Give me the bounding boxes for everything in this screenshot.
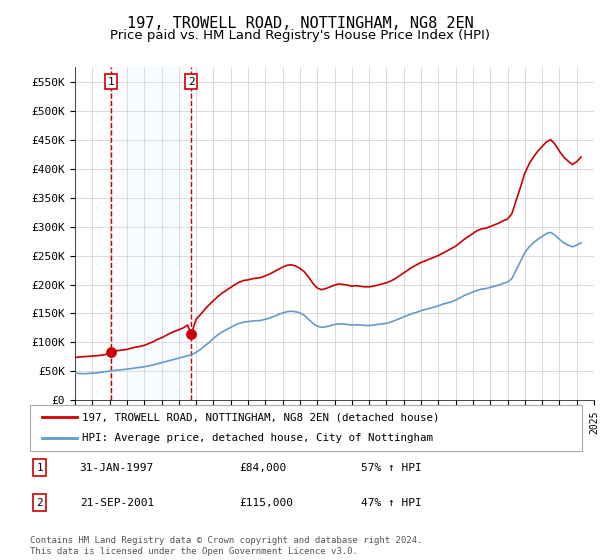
Text: 21-SEP-2001: 21-SEP-2001 (80, 498, 154, 507)
Text: 1: 1 (107, 77, 115, 87)
Point (187, 329, 196, 338)
Bar (111, 67, 191, 400)
Text: 2: 2 (188, 77, 195, 87)
Text: 1: 1 (37, 463, 43, 473)
Text: £115,000: £115,000 (240, 498, 294, 507)
Point (106, 347, 116, 356)
Text: 47% ↑ HPI: 47% ↑ HPI (361, 498, 422, 507)
Text: 57% ↑ HPI: 57% ↑ HPI (361, 463, 422, 473)
Text: 197, TROWELL ROAD, NOTTINGHAM, NG8 2EN: 197, TROWELL ROAD, NOTTINGHAM, NG8 2EN (127, 16, 473, 31)
Text: 31-JAN-1997: 31-JAN-1997 (80, 463, 154, 473)
FancyBboxPatch shape (30, 405, 582, 451)
Text: 197, TROWELL ROAD, NOTTINGHAM, NG8 2EN (detached house): 197, TROWELL ROAD, NOTTINGHAM, NG8 2EN (… (82, 412, 440, 422)
Text: £84,000: £84,000 (240, 463, 287, 473)
Text: Contains HM Land Registry data © Crown copyright and database right 2024.
This d: Contains HM Land Registry data © Crown c… (30, 536, 422, 556)
Text: Price paid vs. HM Land Registry's House Price Index (HPI): Price paid vs. HM Land Registry's House … (110, 29, 490, 42)
Text: 2: 2 (37, 498, 43, 507)
Text: HPI: Average price, detached house, City of Nottingham: HPI: Average price, detached house, City… (82, 433, 433, 444)
